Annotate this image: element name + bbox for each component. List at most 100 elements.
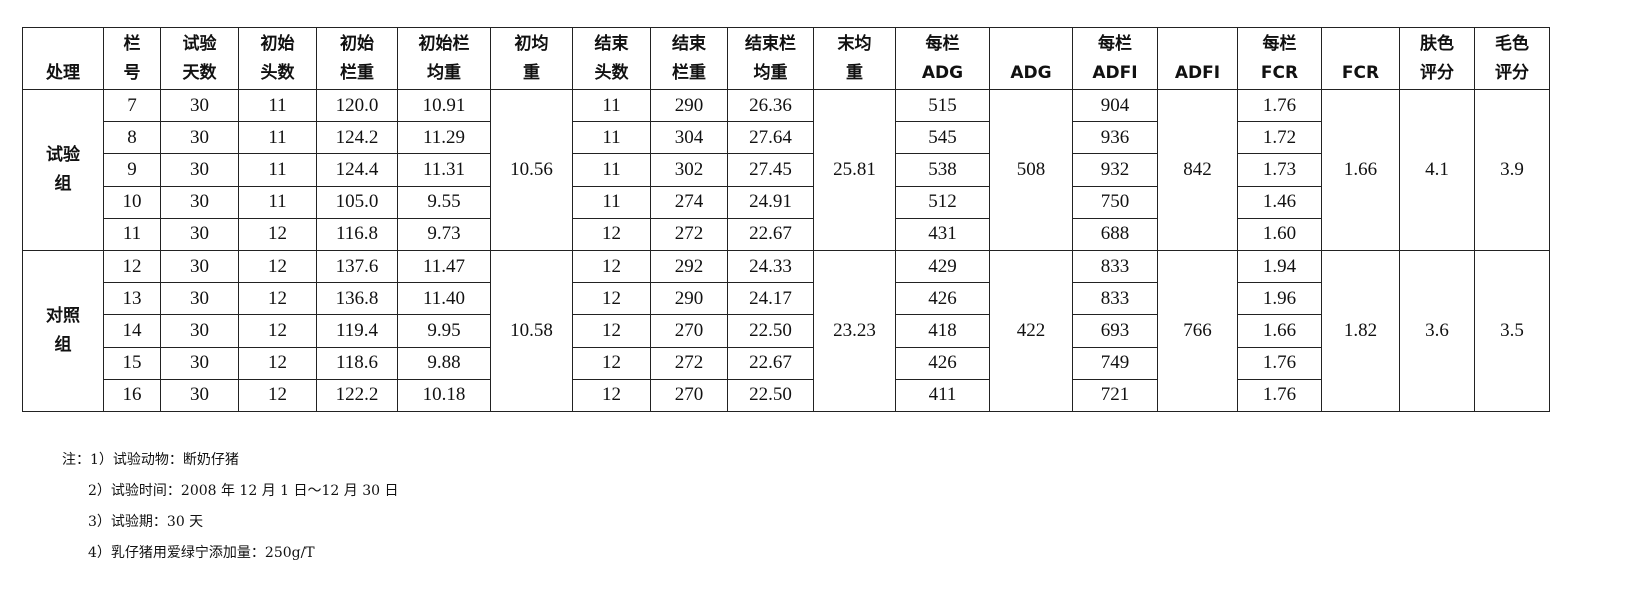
cell: 833 — [1072, 282, 1158, 316]
column-header-line: 栏重 — [672, 63, 706, 83]
cell: 9.73 — [397, 217, 491, 251]
cell: 24.17 — [727, 282, 814, 316]
cell: 1.46 — [1237, 185, 1322, 219]
cell: 11 — [572, 121, 651, 155]
column-header-line: 栏 — [123, 34, 141, 54]
column-header: ADG — [989, 27, 1073, 90]
group-init-avg: 10.56 — [490, 89, 573, 251]
cell: 721 — [1072, 378, 1158, 412]
cell: 1.76 — [1237, 346, 1322, 380]
cell: 9.88 — [397, 346, 491, 380]
cell: 14 — [103, 314, 161, 348]
cell: 418 — [895, 314, 990, 348]
column-header: 初始 头数 — [238, 27, 317, 90]
column-header-line: 处理 — [46, 63, 80, 83]
cell: 290 — [650, 282, 728, 316]
column-header-line: ADFI — [1174, 63, 1221, 83]
column-header-line — [23, 30, 103, 59]
column-header-line: 每栏 — [925, 34, 960, 54]
cell: 22.50 — [727, 314, 814, 348]
column-header: FCR — [1321, 27, 1400, 90]
cell: 11 — [238, 153, 317, 187]
group-fcr: 1.66 — [1321, 89, 1400, 251]
cell: 118.6 — [316, 346, 398, 380]
column-header-line: 初始 — [260, 34, 295, 54]
cell: 11 — [103, 217, 161, 251]
cell: 833 — [1072, 249, 1158, 284]
group-hair-score: 3.5 — [1474, 249, 1550, 412]
cell: 512 — [895, 185, 990, 219]
table-row: 13 30 12 136.8 11.40 12 290 24.17 426 833 1.96 — [23, 282, 1550, 316]
column-header: 每栏 ADFI — [1072, 27, 1158, 90]
cell: 429 — [895, 249, 990, 284]
cell: 270 — [650, 314, 728, 348]
column-header-line: 重 — [523, 63, 540, 83]
column-header-line — [1322, 30, 1399, 59]
column-header: 末均重 — [813, 27, 896, 90]
column-header-line: FCR — [1341, 63, 1380, 83]
cell: 30 — [160, 249, 239, 284]
cell: 426 — [895, 346, 990, 380]
cell: 272 — [650, 217, 728, 251]
note-1: 注：1）试验动物：断奶仔猪 — [62, 452, 239, 468]
column-header-line: 均重 — [753, 63, 788, 83]
cell: 1.72 — [1237, 121, 1322, 155]
column-header-line: 结束 — [594, 34, 629, 54]
cell: 515 — [895, 88, 990, 123]
cell: 12 — [238, 249, 317, 284]
cell: 11.40 — [397, 282, 491, 316]
cell: 12 — [572, 378, 651, 412]
table-row: 试验组 7 30 11 120.0 10.91 10.56 11 290 26.36 25.81 51… — [22, 88, 1550, 251]
group-init-avg: 10.58 — [490, 249, 573, 412]
cell: 119.4 — [316, 314, 398, 348]
group-adfi: 842 — [1157, 89, 1238, 251]
column-header: 栏号 — [103, 27, 161, 90]
cell: 693 — [1072, 314, 1158, 348]
cell: 274 — [650, 185, 728, 219]
cell: 137.6 — [316, 249, 398, 284]
column-header-line — [1158, 30, 1237, 59]
group-name: 对照组 — [22, 249, 104, 412]
cell: 10 — [103, 185, 161, 219]
cell: 7 — [103, 88, 161, 123]
cell: 1.66 — [1237, 314, 1322, 348]
cell: 30 — [160, 314, 239, 348]
cell: 30 — [160, 346, 239, 380]
cell: 11.29 — [397, 121, 491, 155]
table-row: 10 30 11 105.0 9.55 11 274 24.91 512 750 1.46 — [23, 185, 1550, 219]
cell: 116.8 — [316, 217, 398, 251]
column-header-line: 结束栏 — [745, 34, 796, 54]
cell: 26.36 — [727, 88, 814, 123]
group-adfi: 766 — [1157, 249, 1238, 412]
header-row: 处理栏号试验 天数 初始 头数 初始 栏重 初始栏 均重 初均重结束 头数 结束 栏重 结束栏 均重 末均重… — [22, 27, 1550, 90]
column-header-line: 头数 — [594, 63, 629, 83]
table-row: 8 30 11 124.2 11.29 11 304 27.64 545 936 1.72 — [23, 121, 1550, 155]
column-header-line: 评分 — [1420, 63, 1454, 83]
column-header-line: 栏重 — [340, 63, 374, 83]
cell: 12 — [572, 314, 651, 348]
cell: 12 — [238, 314, 317, 348]
cell: 10.91 — [397, 88, 491, 123]
cell: 1.73 — [1237, 153, 1322, 187]
table-row: 16 30 12 122.2 10.18 12 270 22.50 411 721 1.76 — [23, 378, 1550, 412]
table-row: 对照组 12 30 12 137.6 11.47 10.58 12 292 24.33 23.23 4… — [22, 249, 1550, 412]
column-header-line: 初均 — [514, 34, 549, 54]
column-header-line: FCR — [1260, 63, 1299, 83]
cell: 136.8 — [316, 282, 398, 316]
column-header: 结束栏 均重 — [727, 27, 814, 90]
cell: 22.50 — [727, 378, 814, 412]
cell: 1.76 — [1237, 378, 1322, 412]
column-header-line: 试验 — [182, 34, 217, 54]
cell: 12 — [572, 217, 651, 251]
note-2: 2）试验时间：2008 年 12 月 1 日～12 月 30 日 — [88, 483, 399, 499]
cell: 24.33 — [727, 249, 814, 284]
cell: 30 — [160, 88, 239, 123]
cell: 22.67 — [727, 217, 814, 251]
column-header-line: 初始 — [340, 34, 374, 54]
cell: 9.95 — [397, 314, 491, 348]
column-header: 初始 栏重 — [316, 27, 398, 90]
cell: 8 — [103, 121, 161, 155]
cell: 545 — [895, 121, 990, 155]
column-header: 试验 天数 — [160, 27, 239, 90]
note-4: 4）乳仔猪用爱绿宁添加量：250g/T — [88, 545, 315, 561]
